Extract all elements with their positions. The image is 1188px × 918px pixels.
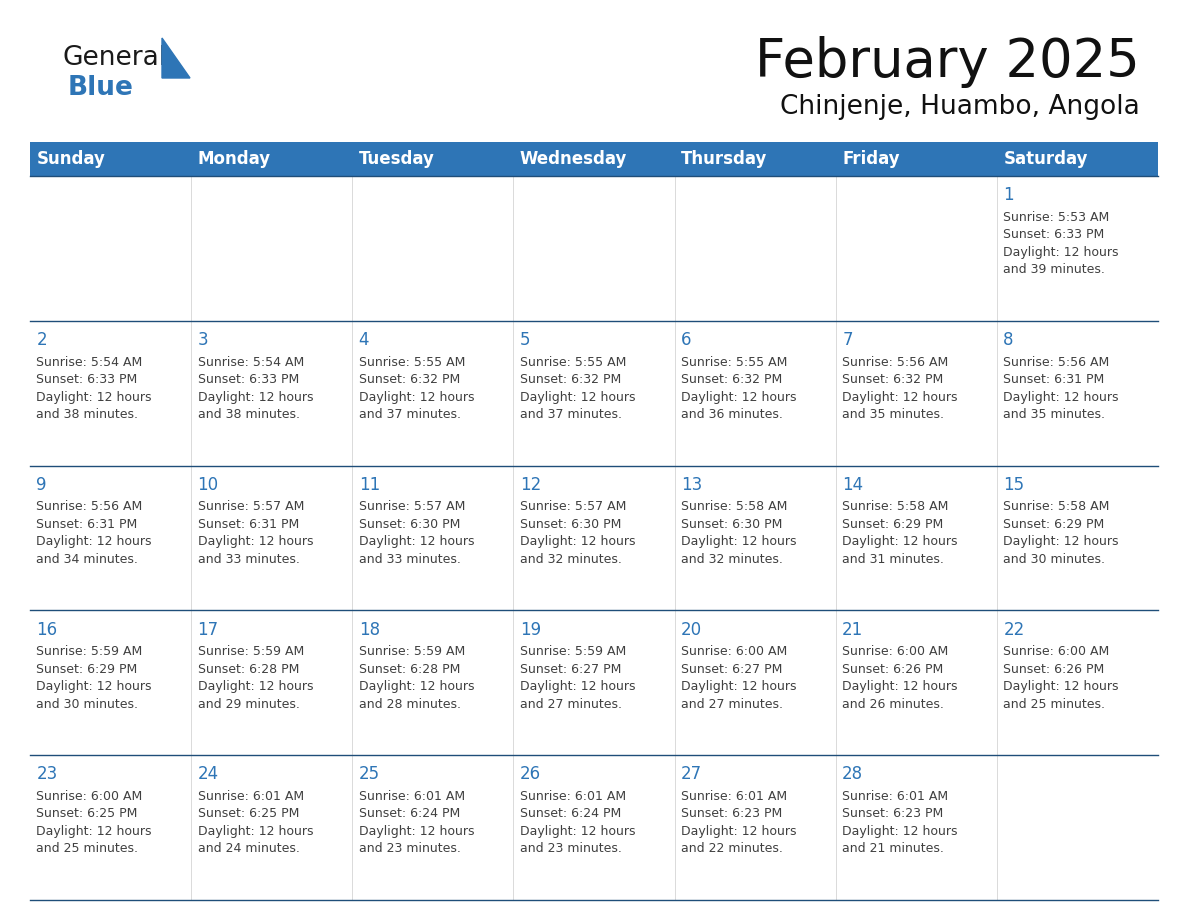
- Text: Sunrise: 6:00 AM
Sunset: 6:26 PM
Daylight: 12 hours
and 26 minutes.: Sunrise: 6:00 AM Sunset: 6:26 PM Dayligh…: [842, 645, 958, 711]
- Text: Sunrise: 5:55 AM
Sunset: 6:32 PM
Daylight: 12 hours
and 36 minutes.: Sunrise: 5:55 AM Sunset: 6:32 PM Dayligh…: [681, 355, 796, 421]
- Text: Sunday: Sunday: [37, 150, 106, 168]
- Text: Sunrise: 5:54 AM
Sunset: 6:33 PM
Daylight: 12 hours
and 38 minutes.: Sunrise: 5:54 AM Sunset: 6:33 PM Dayligh…: [37, 355, 152, 421]
- Text: Sunrise: 5:57 AM
Sunset: 6:30 PM
Daylight: 12 hours
and 33 minutes.: Sunrise: 5:57 AM Sunset: 6:30 PM Dayligh…: [359, 500, 474, 565]
- Text: Sunrise: 5:55 AM
Sunset: 6:32 PM
Daylight: 12 hours
and 37 minutes.: Sunrise: 5:55 AM Sunset: 6:32 PM Dayligh…: [520, 355, 636, 421]
- Text: Sunrise: 5:54 AM
Sunset: 6:33 PM
Daylight: 12 hours
and 38 minutes.: Sunrise: 5:54 AM Sunset: 6:33 PM Dayligh…: [197, 355, 314, 421]
- Text: Sunrise: 5:59 AM
Sunset: 6:28 PM
Daylight: 12 hours
and 28 minutes.: Sunrise: 5:59 AM Sunset: 6:28 PM Dayligh…: [359, 645, 474, 711]
- Text: 22: 22: [1004, 621, 1024, 639]
- Text: Sunrise: 6:00 AM
Sunset: 6:25 PM
Daylight: 12 hours
and 25 minutes.: Sunrise: 6:00 AM Sunset: 6:25 PM Dayligh…: [37, 790, 152, 856]
- Text: Sunrise: 6:01 AM
Sunset: 6:23 PM
Daylight: 12 hours
and 21 minutes.: Sunrise: 6:01 AM Sunset: 6:23 PM Dayligh…: [842, 790, 958, 856]
- Text: 20: 20: [681, 621, 702, 639]
- Text: 24: 24: [197, 766, 219, 783]
- Text: 2: 2: [37, 330, 48, 349]
- Text: Sunrise: 5:59 AM
Sunset: 6:27 PM
Daylight: 12 hours
and 27 minutes.: Sunrise: 5:59 AM Sunset: 6:27 PM Dayligh…: [520, 645, 636, 711]
- Text: 14: 14: [842, 476, 864, 494]
- Text: 1: 1: [1004, 186, 1013, 204]
- Text: 15: 15: [1004, 476, 1024, 494]
- Text: 17: 17: [197, 621, 219, 639]
- Text: 6: 6: [681, 330, 691, 349]
- Text: 13: 13: [681, 476, 702, 494]
- Text: Tuesday: Tuesday: [359, 150, 435, 168]
- Bar: [835, 142, 997, 176]
- Text: Sunrise: 5:58 AM
Sunset: 6:30 PM
Daylight: 12 hours
and 32 minutes.: Sunrise: 5:58 AM Sunset: 6:30 PM Dayligh…: [681, 500, 796, 565]
- Text: Sunrise: 6:01 AM
Sunset: 6:24 PM
Daylight: 12 hours
and 23 minutes.: Sunrise: 6:01 AM Sunset: 6:24 PM Dayligh…: [520, 790, 636, 856]
- Text: 12: 12: [520, 476, 541, 494]
- Text: 28: 28: [842, 766, 864, 783]
- Text: Blue: Blue: [68, 75, 134, 101]
- Text: Sunrise: 6:01 AM
Sunset: 6:24 PM
Daylight: 12 hours
and 23 minutes.: Sunrise: 6:01 AM Sunset: 6:24 PM Dayligh…: [359, 790, 474, 856]
- Bar: [30, 142, 191, 176]
- Polygon shape: [162, 38, 190, 78]
- Text: Sunrise: 5:59 AM
Sunset: 6:29 PM
Daylight: 12 hours
and 30 minutes.: Sunrise: 5:59 AM Sunset: 6:29 PM Dayligh…: [37, 645, 152, 711]
- Text: Sunrise: 5:58 AM
Sunset: 6:29 PM
Daylight: 12 hours
and 31 minutes.: Sunrise: 5:58 AM Sunset: 6:29 PM Dayligh…: [842, 500, 958, 565]
- Text: Sunrise: 5:59 AM
Sunset: 6:28 PM
Daylight: 12 hours
and 29 minutes.: Sunrise: 5:59 AM Sunset: 6:28 PM Dayligh…: [197, 645, 314, 711]
- Text: 3: 3: [197, 330, 208, 349]
- Text: Sunrise: 5:55 AM
Sunset: 6:32 PM
Daylight: 12 hours
and 37 minutes.: Sunrise: 5:55 AM Sunset: 6:32 PM Dayligh…: [359, 355, 474, 421]
- Text: Sunrise: 5:58 AM
Sunset: 6:29 PM
Daylight: 12 hours
and 30 minutes.: Sunrise: 5:58 AM Sunset: 6:29 PM Dayligh…: [1004, 500, 1119, 565]
- Text: Chinjenje, Huambo, Angola: Chinjenje, Huambo, Angola: [781, 94, 1140, 120]
- Text: Sunrise: 6:00 AM
Sunset: 6:26 PM
Daylight: 12 hours
and 25 minutes.: Sunrise: 6:00 AM Sunset: 6:26 PM Dayligh…: [1004, 645, 1119, 711]
- Text: Sunrise: 5:57 AM
Sunset: 6:30 PM
Daylight: 12 hours
and 32 minutes.: Sunrise: 5:57 AM Sunset: 6:30 PM Dayligh…: [520, 500, 636, 565]
- Text: 7: 7: [842, 330, 853, 349]
- Text: Thursday: Thursday: [681, 150, 767, 168]
- Text: 16: 16: [37, 621, 57, 639]
- Text: 10: 10: [197, 476, 219, 494]
- Text: Monday: Monday: [197, 150, 271, 168]
- Bar: [675, 142, 835, 176]
- Text: 4: 4: [359, 330, 369, 349]
- Text: 23: 23: [37, 766, 58, 783]
- Text: 9: 9: [37, 476, 48, 494]
- Text: Sunrise: 5:56 AM
Sunset: 6:32 PM
Daylight: 12 hours
and 35 minutes.: Sunrise: 5:56 AM Sunset: 6:32 PM Dayligh…: [842, 355, 958, 421]
- Text: 19: 19: [520, 621, 541, 639]
- Text: 18: 18: [359, 621, 380, 639]
- Text: Sunrise: 6:01 AM
Sunset: 6:23 PM
Daylight: 12 hours
and 22 minutes.: Sunrise: 6:01 AM Sunset: 6:23 PM Dayligh…: [681, 790, 796, 856]
- Text: 11: 11: [359, 476, 380, 494]
- Text: 26: 26: [520, 766, 541, 783]
- Text: Sunrise: 5:56 AM
Sunset: 6:31 PM
Daylight: 12 hours
and 35 minutes.: Sunrise: 5:56 AM Sunset: 6:31 PM Dayligh…: [1004, 355, 1119, 421]
- Bar: [997, 142, 1158, 176]
- Text: February 2025: February 2025: [756, 36, 1140, 88]
- Text: Sunrise: 6:01 AM
Sunset: 6:25 PM
Daylight: 12 hours
and 24 minutes.: Sunrise: 6:01 AM Sunset: 6:25 PM Dayligh…: [197, 790, 314, 856]
- Text: 8: 8: [1004, 330, 1013, 349]
- Text: Sunrise: 5:53 AM
Sunset: 6:33 PM
Daylight: 12 hours
and 39 minutes.: Sunrise: 5:53 AM Sunset: 6:33 PM Dayligh…: [1004, 211, 1119, 276]
- Text: Wednesday: Wednesday: [520, 150, 627, 168]
- Bar: [30, 176, 1158, 900]
- Text: Sunrise: 6:00 AM
Sunset: 6:27 PM
Daylight: 12 hours
and 27 minutes.: Sunrise: 6:00 AM Sunset: 6:27 PM Dayligh…: [681, 645, 796, 711]
- Bar: [191, 142, 353, 176]
- Bar: [513, 142, 675, 176]
- Text: Friday: Friday: [842, 150, 899, 168]
- Text: Sunrise: 5:56 AM
Sunset: 6:31 PM
Daylight: 12 hours
and 34 minutes.: Sunrise: 5:56 AM Sunset: 6:31 PM Dayligh…: [37, 500, 152, 565]
- Text: 21: 21: [842, 621, 864, 639]
- Text: Saturday: Saturday: [1004, 150, 1088, 168]
- Text: Sunrise: 5:57 AM
Sunset: 6:31 PM
Daylight: 12 hours
and 33 minutes.: Sunrise: 5:57 AM Sunset: 6:31 PM Dayligh…: [197, 500, 314, 565]
- Text: 27: 27: [681, 766, 702, 783]
- Text: 5: 5: [520, 330, 530, 349]
- Bar: [353, 142, 513, 176]
- Text: 25: 25: [359, 766, 380, 783]
- Text: General: General: [62, 45, 166, 71]
